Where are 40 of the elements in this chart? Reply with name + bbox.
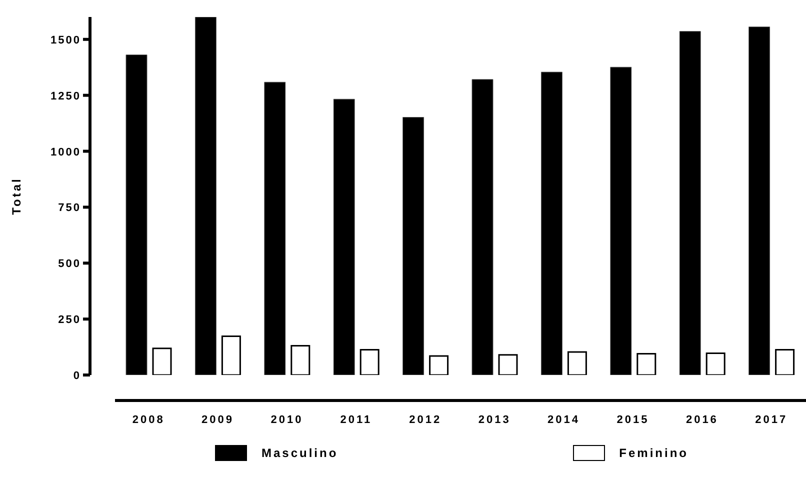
x-tick-label: 2011 (340, 414, 372, 426)
bar (775, 348, 795, 375)
x-tick-label: 2009 (202, 414, 234, 426)
bar (126, 54, 148, 375)
x-tick-label: 2017 (755, 414, 788, 426)
x-tick-label: 2016 (686, 414, 718, 426)
bar (264, 82, 286, 375)
bar (221, 336, 241, 375)
x-tick-label: 2012 (409, 414, 442, 426)
x-tick-label: 2015 (616, 414, 650, 426)
bar (290, 344, 310, 375)
bar (706, 352, 726, 375)
bar (152, 348, 172, 375)
bar (540, 72, 562, 375)
bar (748, 26, 770, 375)
bar (498, 354, 518, 375)
x-tick-label: 2008 (132, 414, 165, 426)
bar (402, 116, 424, 375)
y-tick-label: 0 (73, 370, 81, 382)
x-tick-label: 2013 (478, 414, 511, 426)
y-tick-label: 250 (58, 314, 81, 326)
bar (333, 98, 355, 375)
bar (679, 31, 701, 375)
y-tick-label: 1000 (50, 146, 81, 158)
bar (429, 355, 449, 375)
x-tick-label: 2014 (548, 414, 580, 426)
x-tick-label: 2010 (270, 414, 304, 426)
legend-label: Masculino (261, 446, 338, 460)
bar (610, 66, 632, 375)
y-tick-label: 1500 (50, 34, 81, 46)
y-tick-label: 500 (58, 258, 81, 270)
bar (636, 352, 656, 375)
y-tick-label: 1250 (50, 90, 81, 102)
bar (360, 348, 380, 375)
y-axis-title: Total (9, 177, 24, 215)
legend-label: Feminino (619, 446, 688, 460)
bar (194, 17, 216, 375)
bar (567, 351, 587, 375)
bar (472, 79, 494, 375)
y-tick-label: 750 (58, 202, 81, 214)
